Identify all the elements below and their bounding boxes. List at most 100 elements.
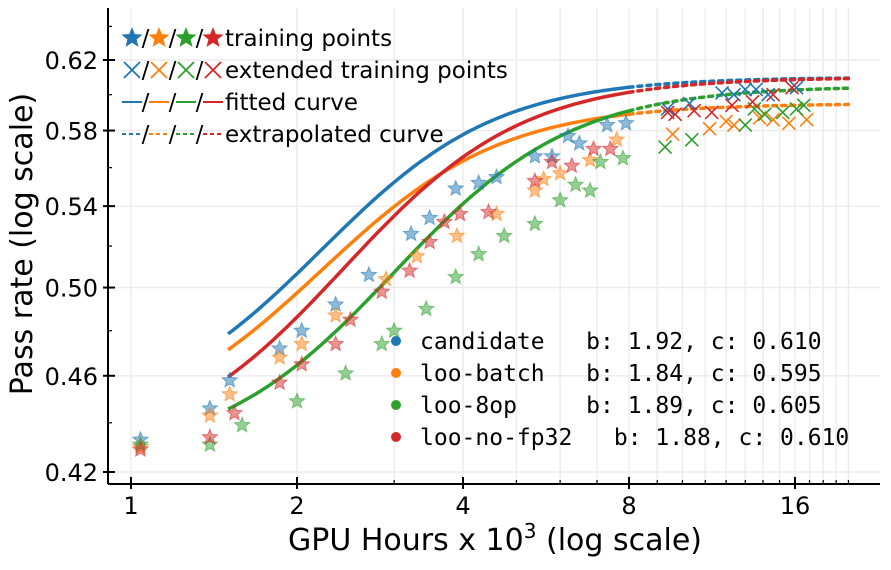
training-point-loo-batch	[220, 384, 239, 402]
extrapolated-curve-loo-no-fp32	[627, 76, 851, 95]
legend-separator: /	[142, 26, 150, 52]
extended-point-loo-batch	[726, 118, 742, 133]
training-point-loo-batch	[408, 246, 426, 264]
training-point-loo-8op	[495, 226, 514, 244]
training-point-loo-8op	[614, 148, 632, 166]
training-point-loo-8op	[385, 321, 403, 339]
legend-label-extended-training-points: extended training points	[225, 58, 508, 84]
training-point-loo-batch	[581, 150, 599, 168]
training-point-loo-batch	[607, 130, 626, 148]
extended-point-loo-8op	[757, 107, 772, 122]
x-tick-label: 2	[289, 492, 304, 520]
legend-label-extrapolated-curve: extrapolated curve	[225, 122, 444, 148]
extrapolated-curve-loo-8op	[627, 86, 851, 113]
training-point-loo-8op	[469, 244, 488, 262]
training-point-candidate	[402, 224, 420, 242]
legend-separator: /	[196, 26, 204, 52]
grid	[108, 8, 880, 484]
training-point-candidate	[220, 371, 239, 388]
training-point-loo-8op	[201, 435, 219, 453]
extended-point-candidate	[682, 96, 697, 111]
training-point-loo-no-fp32	[326, 334, 345, 352]
training-point-loo-no-fp32	[435, 212, 454, 230]
annotation-loo-8op: loo-8op b: 1.89, c: 0.605	[420, 393, 822, 419]
training-point-candidate	[526, 147, 544, 165]
annotation-dot-candidate	[391, 336, 401, 346]
training-point-loo-batch	[326, 306, 345, 324]
legend-separator: /	[142, 90, 150, 116]
training-point-loo-8op	[372, 334, 391, 352]
legend-separator: /	[196, 122, 204, 148]
annotation-dot-loo-no-fp32	[391, 432, 401, 442]
extended-point-loo-no-fp32	[704, 105, 719, 120]
annotation-dot-loo-8op	[391, 400, 401, 410]
training-point-loo-8op	[581, 181, 599, 199]
legend-entry-training-points: / / /	[121, 26, 224, 52]
legend-separator: /	[196, 58, 204, 84]
extended-point-candidate	[660, 101, 675, 116]
legend-star-marker	[175, 27, 197, 47]
legend-entry-extrapolated-curve: / / /	[122, 122, 223, 148]
extended-point-loo-batch	[719, 114, 734, 129]
training-point-loo-8op	[417, 299, 436, 317]
y-tick-label: 0.58	[45, 118, 98, 146]
training-point-candidate	[598, 115, 616, 133]
x-tick-label: 16	[780, 492, 811, 520]
data-points	[131, 80, 814, 458]
training-point-loo-no-fp32	[400, 261, 419, 279]
extended-point-loo-batch	[781, 116, 797, 131]
training-point-loo-batch	[292, 334, 311, 352]
training-point-loo-8op	[288, 392, 306, 409]
legend-separator: /	[142, 58, 150, 84]
training-point-loo-no-fp32	[451, 204, 469, 222]
extended-point-loo-batch	[702, 121, 717, 136]
extended-point-loo-no-fp32	[724, 98, 740, 113]
training-point-loo-no-fp32	[479, 202, 498, 220]
training-point-loo-no-fp32	[584, 139, 603, 157]
legend-entry-fitted-curve: / / /	[122, 90, 223, 116]
training-point-candidate	[570, 134, 589, 152]
training-point-loo-8op	[336, 364, 355, 381]
training-point-loo-batch	[270, 348, 289, 366]
training-point-loo-batch	[377, 269, 395, 287]
training-point-candidate	[469, 173, 488, 191]
training-point-loo-no-fp32	[225, 403, 244, 421]
training-point-loo-batch	[551, 164, 569, 181]
x-axis-title: GPU Hours x 103 (log scale)	[288, 519, 702, 558]
fitted-curve-loo-no-fp32	[227, 90, 630, 379]
extended-point-candidate	[789, 80, 804, 95]
y-tick-label: 0.62	[45, 47, 98, 75]
training-point-loo-8op	[233, 415, 251, 433]
extended-point-loo-no-fp32	[766, 87, 781, 102]
training-point-candidate	[487, 167, 506, 185]
fit-parameter-annotations: candidate b: 1.92, c: 0.610 loo-batch b:…	[391, 329, 849, 451]
extended-point-loo-8op	[796, 98, 811, 113]
extended-point-loo-no-fp32	[660, 105, 675, 120]
training-point-loo-8op	[591, 152, 610, 170]
training-point-loo-no-fp32	[372, 282, 391, 300]
y-axis-title: Pass rate (log scale)	[5, 93, 40, 395]
training-point-loo-no-fp32	[341, 310, 360, 328]
legend-x-marker	[204, 61, 222, 79]
extended-point-candidate	[749, 82, 764, 97]
extended-point-loo-no-fp32	[745, 94, 760, 109]
legend-star-marker	[121, 27, 143, 47]
extended-point-candidate	[761, 87, 776, 102]
annotation-loo-batch: loo-batch b: 1.84, c: 0.595	[420, 361, 822, 387]
extended-point-loo-8op	[657, 140, 673, 155]
extended-point-loo-batch	[665, 127, 680, 142]
y-tick-label: 0.46	[45, 363, 98, 391]
ticks: 1 2 4 8 16 0.42 0.46 0.50 0.54 0.58 0.62	[45, 25, 850, 520]
training-point-candidate	[360, 265, 378, 283]
legend-x-marker	[177, 61, 195, 79]
legend-separator: /	[196, 90, 204, 116]
extended-point-loo-no-fp32	[784, 80, 800, 95]
training-point-candidate	[420, 208, 439, 226]
training-point-loo-no-fp32	[270, 373, 289, 391]
training-point-loo-no-fp32	[526, 171, 544, 189]
x-tick-label: 8	[621, 492, 636, 520]
extended-point-loo-8op	[789, 101, 804, 116]
legend-separator: /	[169, 26, 177, 52]
legend-separator: /	[169, 58, 177, 84]
